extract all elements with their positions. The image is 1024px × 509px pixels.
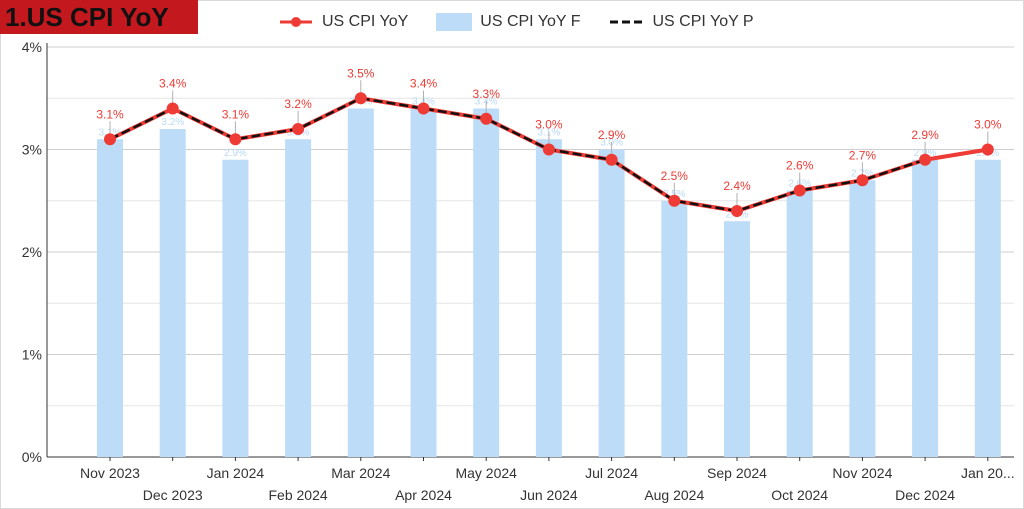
series-line-us-cpi-yoy-p xyxy=(109,96,926,213)
line-dot-icon xyxy=(280,17,312,27)
data-point[interactable] xyxy=(354,92,367,105)
x-tick-label: Nov 2024 xyxy=(832,465,892,481)
bar[interactable] xyxy=(535,139,562,457)
data-point[interactable] xyxy=(292,123,305,135)
y-tick-label: 4% xyxy=(22,39,42,55)
data-label: 3.1% xyxy=(96,107,124,121)
data-point[interactable] xyxy=(981,143,994,156)
x-tick-label: Aug 2024 xyxy=(644,487,704,503)
data-label: 3.4% xyxy=(410,77,438,91)
bar[interactable] xyxy=(661,200,688,457)
bar[interactable] xyxy=(410,108,437,458)
y-tick-label: 3% xyxy=(22,142,42,158)
x-tick-label: Nov 2023 xyxy=(80,465,140,481)
bar[interactable] xyxy=(159,129,186,457)
data-label: 2.9% xyxy=(598,128,626,142)
chart-title: 1.US CPI YoY xyxy=(0,0,198,34)
bar-data-label: 2.9% xyxy=(224,148,247,159)
bar-swatch-icon xyxy=(436,13,473,31)
bar[interactable] xyxy=(912,159,939,457)
x-tick-label: Jul 2024 xyxy=(585,465,638,481)
data-label: 2.5% xyxy=(661,169,689,183)
legend-label: US CPI YoY F xyxy=(480,13,581,30)
data-label: 2.7% xyxy=(849,148,877,162)
data-label: 3.1% xyxy=(222,107,250,121)
bar[interactable] xyxy=(724,221,750,457)
data-point[interactable] xyxy=(104,133,116,146)
bar[interactable] xyxy=(786,190,813,458)
y-tick-label: 1% xyxy=(22,347,42,363)
legend-label: US CPI YoY P xyxy=(652,13,754,30)
data-point[interactable] xyxy=(856,174,869,187)
legend-item-us-cpi-yoy-p[interactable]: US CPI YoY P xyxy=(608,13,754,31)
data-label: 2.4% xyxy=(723,179,751,193)
data-point[interactable] xyxy=(542,143,555,156)
x-tick-label: Sep 2024 xyxy=(707,465,767,481)
bar[interactable] xyxy=(473,108,500,458)
dashed-line-icon xyxy=(610,20,643,24)
y-tick-label: 2% xyxy=(22,244,42,260)
data-point[interactable] xyxy=(417,102,430,115)
data-label: 3.2% xyxy=(284,97,312,111)
bar[interactable] xyxy=(97,139,123,457)
data-label: 2.9% xyxy=(911,128,939,142)
bar[interactable] xyxy=(974,159,1001,457)
bar-data-label: 3.2% xyxy=(161,117,184,128)
x-tick-label: Jan 2024 xyxy=(207,465,265,481)
data-point[interactable] xyxy=(731,205,743,217)
bar[interactable] xyxy=(285,139,312,457)
x-tick-label: Oct 2024 xyxy=(771,487,828,503)
data-point[interactable] xyxy=(229,133,242,146)
y-tick-label: 0% xyxy=(22,449,42,465)
x-tick-label: Mar 2024 xyxy=(331,465,390,481)
data-point[interactable] xyxy=(919,153,932,166)
x-tick-label: Feb 2024 xyxy=(269,487,328,503)
data-label: 3.4% xyxy=(159,77,187,91)
x-tick-label: May 2024 xyxy=(455,465,517,481)
bar[interactable] xyxy=(222,159,249,457)
x-tick-label: Jan 20... xyxy=(961,465,1015,481)
x-tick-label: Apr 2024 xyxy=(395,487,452,503)
data-label: 3.5% xyxy=(347,66,375,80)
legend-label: US CPI YoY xyxy=(322,13,409,30)
legend: US CPI YoY US CPI YoY F US CPI YoY P xyxy=(278,10,782,34)
data-point[interactable] xyxy=(668,194,681,207)
legend-item-us-cpi-yoy[interactable]: US CPI YoY xyxy=(278,13,408,31)
data-point[interactable] xyxy=(605,153,618,166)
data-point[interactable] xyxy=(793,184,806,197)
data-label: 3.0% xyxy=(535,118,563,132)
bar[interactable] xyxy=(347,108,374,458)
data-label: 2.6% xyxy=(786,159,814,173)
data-label: 3.0% xyxy=(974,118,1002,132)
x-tick-label: Dec 2024 xyxy=(895,487,955,503)
data-point[interactable] xyxy=(480,112,493,125)
data-point[interactable] xyxy=(166,102,179,115)
bar[interactable] xyxy=(598,149,625,458)
data-label: 3.3% xyxy=(473,87,501,101)
x-tick-label: Dec 2023 xyxy=(143,487,203,503)
legend-item-us-cpi-yoy-f[interactable]: US CPI YoY F xyxy=(436,13,580,31)
bar[interactable] xyxy=(849,180,876,457)
x-tick-label: Jun 2024 xyxy=(520,487,578,503)
